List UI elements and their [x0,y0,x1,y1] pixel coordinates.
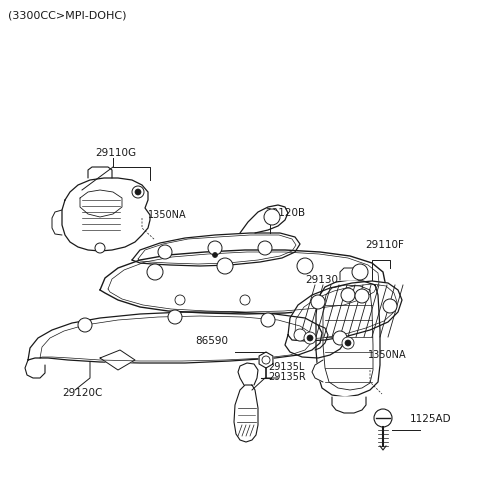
Circle shape [355,289,369,303]
Polygon shape [312,360,323,382]
Polygon shape [100,250,385,314]
Polygon shape [240,205,288,233]
Polygon shape [259,352,273,368]
Polygon shape [238,363,258,385]
Polygon shape [100,350,135,370]
Text: (3300CC>MPI-DOHC): (3300CC>MPI-DOHC) [8,10,127,20]
Polygon shape [25,360,45,378]
Text: 29135L: 29135L [268,362,304,372]
Text: 29120C: 29120C [62,388,102,398]
Polygon shape [62,178,150,251]
Circle shape [345,340,351,346]
Circle shape [208,241,222,255]
Circle shape [304,332,316,344]
Text: 29110F: 29110F [365,240,404,250]
Circle shape [158,245,172,259]
Polygon shape [285,335,345,358]
Polygon shape [332,397,366,413]
Circle shape [168,310,182,324]
Circle shape [307,335,313,341]
Circle shape [383,299,397,313]
Text: 29135R: 29135R [268,372,306,382]
Circle shape [213,253,217,257]
Circle shape [258,241,272,255]
Text: 29120B: 29120B [265,208,305,218]
Circle shape [78,318,92,332]
Polygon shape [315,325,328,350]
Polygon shape [132,233,300,266]
Polygon shape [316,280,380,397]
Circle shape [333,331,347,345]
Text: 1125AD: 1125AD [410,414,452,424]
Circle shape [95,243,105,253]
Circle shape [342,337,354,349]
Circle shape [217,258,233,274]
Polygon shape [234,385,258,442]
Text: 29130: 29130 [305,275,338,285]
Circle shape [352,264,368,280]
Text: 1350NA: 1350NA [368,350,407,360]
Text: 86590: 86590 [195,336,228,346]
Circle shape [262,356,270,364]
Circle shape [297,258,313,274]
Polygon shape [88,167,112,178]
Circle shape [175,295,185,305]
Text: 1350NA: 1350NA [148,210,187,220]
Circle shape [374,409,392,427]
Circle shape [311,295,325,309]
Circle shape [341,288,355,302]
Circle shape [294,329,306,341]
Circle shape [261,313,275,327]
Polygon shape [288,281,402,341]
Polygon shape [340,268,358,280]
Polygon shape [28,312,322,363]
Circle shape [135,189,141,195]
Text: 29110G: 29110G [95,148,136,158]
Circle shape [264,209,280,225]
Circle shape [240,295,250,305]
Circle shape [147,264,163,280]
Circle shape [132,186,144,198]
Polygon shape [52,210,62,235]
